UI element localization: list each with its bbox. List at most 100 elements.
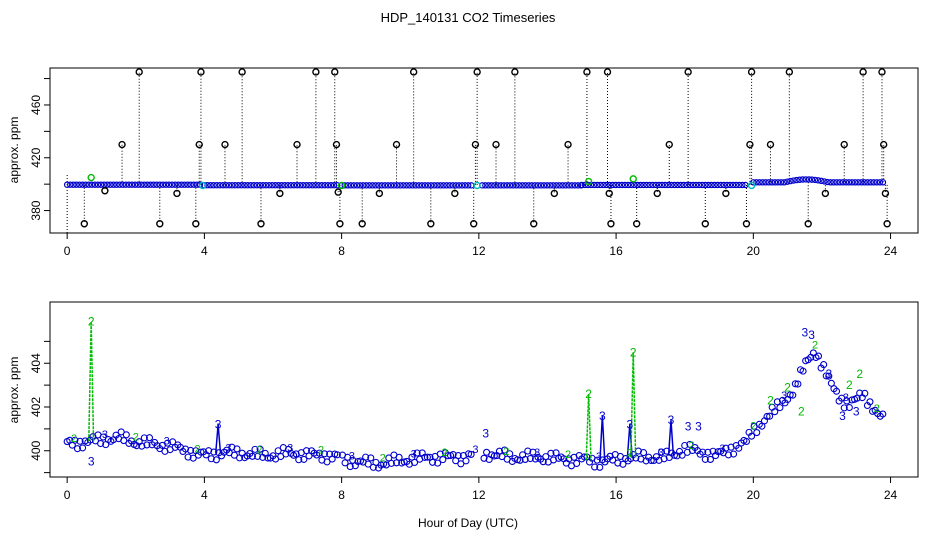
data-point	[820, 361, 828, 369]
data-point	[332, 140, 341, 149]
x-tick-label: 16	[609, 488, 623, 502]
series-label-2: 2	[133, 432, 139, 444]
series-label-2: 2	[565, 449, 571, 461]
series-label-2: 2	[88, 315, 95, 329]
data-point	[766, 412, 774, 420]
data-point	[412, 182, 419, 189]
data-point	[169, 438, 177, 446]
data-point	[763, 412, 771, 421]
data-point	[470, 220, 478, 228]
data-point	[665, 140, 673, 149]
data-point	[640, 181, 647, 189]
data-point	[705, 181, 712, 189]
data-point	[262, 182, 270, 189]
data-point	[864, 179, 871, 186]
data-point	[439, 456, 447, 464]
data-point	[762, 179, 769, 186]
bottom-y-axis-label: approx. ppm	[7, 357, 21, 424]
data-point	[323, 458, 331, 466]
data-point	[122, 431, 130, 439]
data-point	[281, 182, 288, 189]
series-label-2: 2	[812, 340, 818, 352]
data-point	[584, 181, 592, 189]
x-tick-label: 16	[609, 244, 623, 258]
x-tick-label: 12	[472, 488, 486, 502]
data-point	[458, 182, 466, 189]
data-point	[321, 182, 329, 189]
top-axes: 0 4 8 12 16 20 24 380 420 460	[29, 78, 898, 258]
data-point	[657, 448, 666, 456]
data-point	[462, 457, 470, 465]
data-point	[392, 459, 401, 467]
data-point	[568, 182, 576, 189]
data-point	[492, 140, 500, 149]
data-point	[652, 181, 660, 189]
data-point	[482, 182, 489, 189]
data-point	[423, 453, 431, 461]
spike-line	[88, 321, 95, 442]
data-point	[116, 181, 123, 188]
data-point	[192, 220, 200, 228]
data-point	[141, 181, 148, 188]
spike-line	[630, 352, 637, 458]
data-point	[138, 181, 145, 188]
data-point	[128, 181, 136, 188]
data-point	[82, 181, 89, 188]
series-label-3: 3	[685, 420, 692, 434]
data-point	[677, 181, 684, 189]
data-point	[692, 181, 700, 189]
data-point	[827, 179, 834, 186]
data-point	[488, 182, 495, 189]
data-point	[434, 459, 442, 467]
data-point	[353, 182, 361, 189]
data-point	[503, 182, 511, 189]
data-point	[777, 179, 785, 186]
data-point	[367, 454, 375, 462]
data-point	[296, 182, 304, 189]
data-point	[449, 182, 456, 189]
data-point	[497, 182, 505, 189]
data-point	[437, 182, 444, 189]
data-point	[574, 182, 582, 189]
data-point	[701, 455, 709, 463]
x-tick-label: 24	[884, 488, 898, 502]
data-point	[341, 182, 348, 189]
data-point	[590, 181, 598, 189]
data-point	[290, 182, 298, 189]
data-point	[434, 182, 441, 189]
data-point	[531, 182, 538, 189]
data-point	[861, 179, 868, 186]
data-point	[181, 181, 188, 188]
data-point	[409, 182, 416, 189]
data-point	[190, 181, 197, 188]
y-tick-label: 420	[29, 147, 43, 167]
data-point	[791, 380, 799, 388]
series-label-3: 3	[825, 367, 832, 381]
data-point	[293, 140, 301, 149]
data-point	[318, 182, 325, 189]
data-point	[522, 182, 529, 189]
data-point	[771, 179, 779, 186]
data-point	[375, 189, 384, 198]
data-point	[156, 181, 163, 188]
data-point	[618, 181, 626, 189]
bottom-plot-frame	[49, 301, 919, 478]
data-point	[609, 181, 616, 189]
data-point	[818, 177, 825, 185]
data-point	[839, 179, 847, 186]
data-point	[104, 181, 111, 188]
data-point	[315, 449, 323, 457]
data-point	[122, 181, 130, 188]
data-point	[455, 182, 463, 189]
data-point	[879, 140, 888, 149]
data-point	[550, 189, 559, 198]
x-tick-label: 8	[338, 488, 345, 502]
data-point	[605, 189, 613, 198]
series-label-3: 3	[411, 449, 417, 461]
data-point	[272, 182, 279, 189]
data-point	[621, 181, 629, 189]
data-point	[278, 182, 285, 189]
data-point	[366, 182, 373, 189]
top-y-axis-label: approx. ppm	[7, 117, 21, 184]
